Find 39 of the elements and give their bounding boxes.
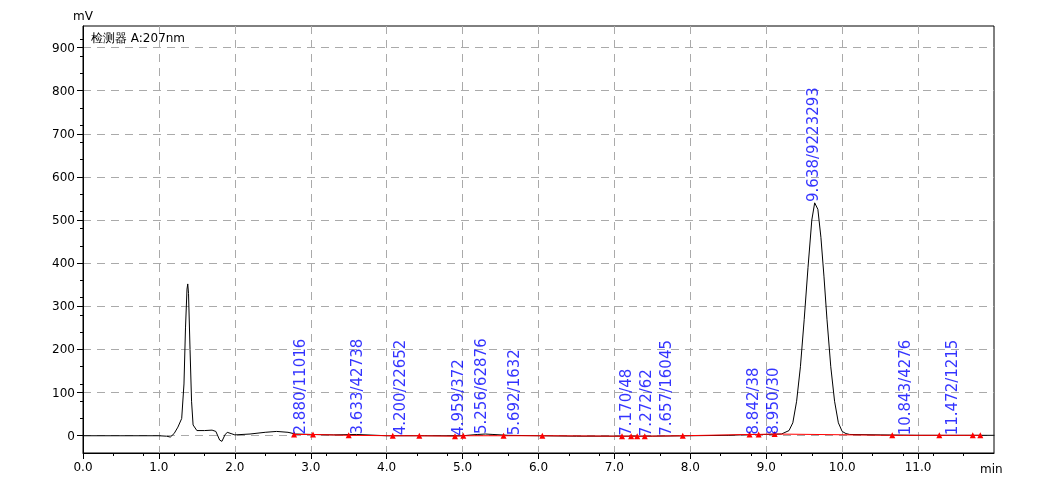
x-tick-label: 11.0 [904, 460, 932, 474]
y-tick-label: 600 [52, 169, 75, 184]
annotation: 8.842/38 [743, 367, 762, 435]
x-tick-label: 6.0 [528, 460, 549, 474]
annotation: 9.638/9223293 [804, 87, 823, 202]
y-tick-label: 500 [52, 213, 75, 228]
x-tick-label: 3.0 [301, 460, 321, 474]
x-tick-label: 2.0 [225, 460, 245, 474]
annotation: 4.959/372 [448, 359, 467, 436]
x-tick-label: 8.0 [680, 460, 700, 474]
annotation: 4.200/22652 [391, 339, 410, 436]
x-tick-label: 7.0 [604, 460, 624, 474]
x-axis-title: min [980, 462, 1003, 476]
annotation: 10.843/4276 [895, 339, 914, 436]
annotation: 7.170/48 [616, 368, 635, 436]
x-tick-label: 4.0 [377, 460, 397, 474]
y-tick-label: 200 [52, 342, 75, 357]
annotation: 7.657/16045 [656, 340, 675, 436]
chart-title: 检测器 A:207nm [91, 31, 186, 45]
y-tick-label: 0 [67, 428, 75, 443]
annotation: 5.256/62876 [471, 338, 490, 435]
y-tick-label: 800 [52, 83, 75, 98]
x-tick-label: 5.0 [453, 460, 473, 474]
annotation: 11.472/1215 [943, 339, 962, 436]
y-tick-label: 300 [52, 299, 75, 314]
annotation: 8.950/30 [763, 367, 782, 435]
annotation: 7.272/62 [636, 369, 655, 437]
annotation: 5.692/1632 [504, 349, 523, 436]
y-axis-title: mV [73, 9, 94, 23]
x-tick-label: 9.0 [756, 460, 776, 474]
y-tick-label: 400 [52, 256, 75, 271]
x-tick-label: 0.0 [73, 460, 93, 474]
annotation: 3.633/42738 [348, 338, 367, 435]
x-tick-label: 1.0 [149, 460, 169, 474]
y-tick-label: 900 [52, 40, 75, 55]
annotation: 2.880/11016 [291, 338, 310, 435]
x-tick-label: 10.0 [828, 460, 856, 474]
y-tick-label: 700 [52, 126, 75, 141]
y-tick-label: 100 [52, 385, 75, 400]
